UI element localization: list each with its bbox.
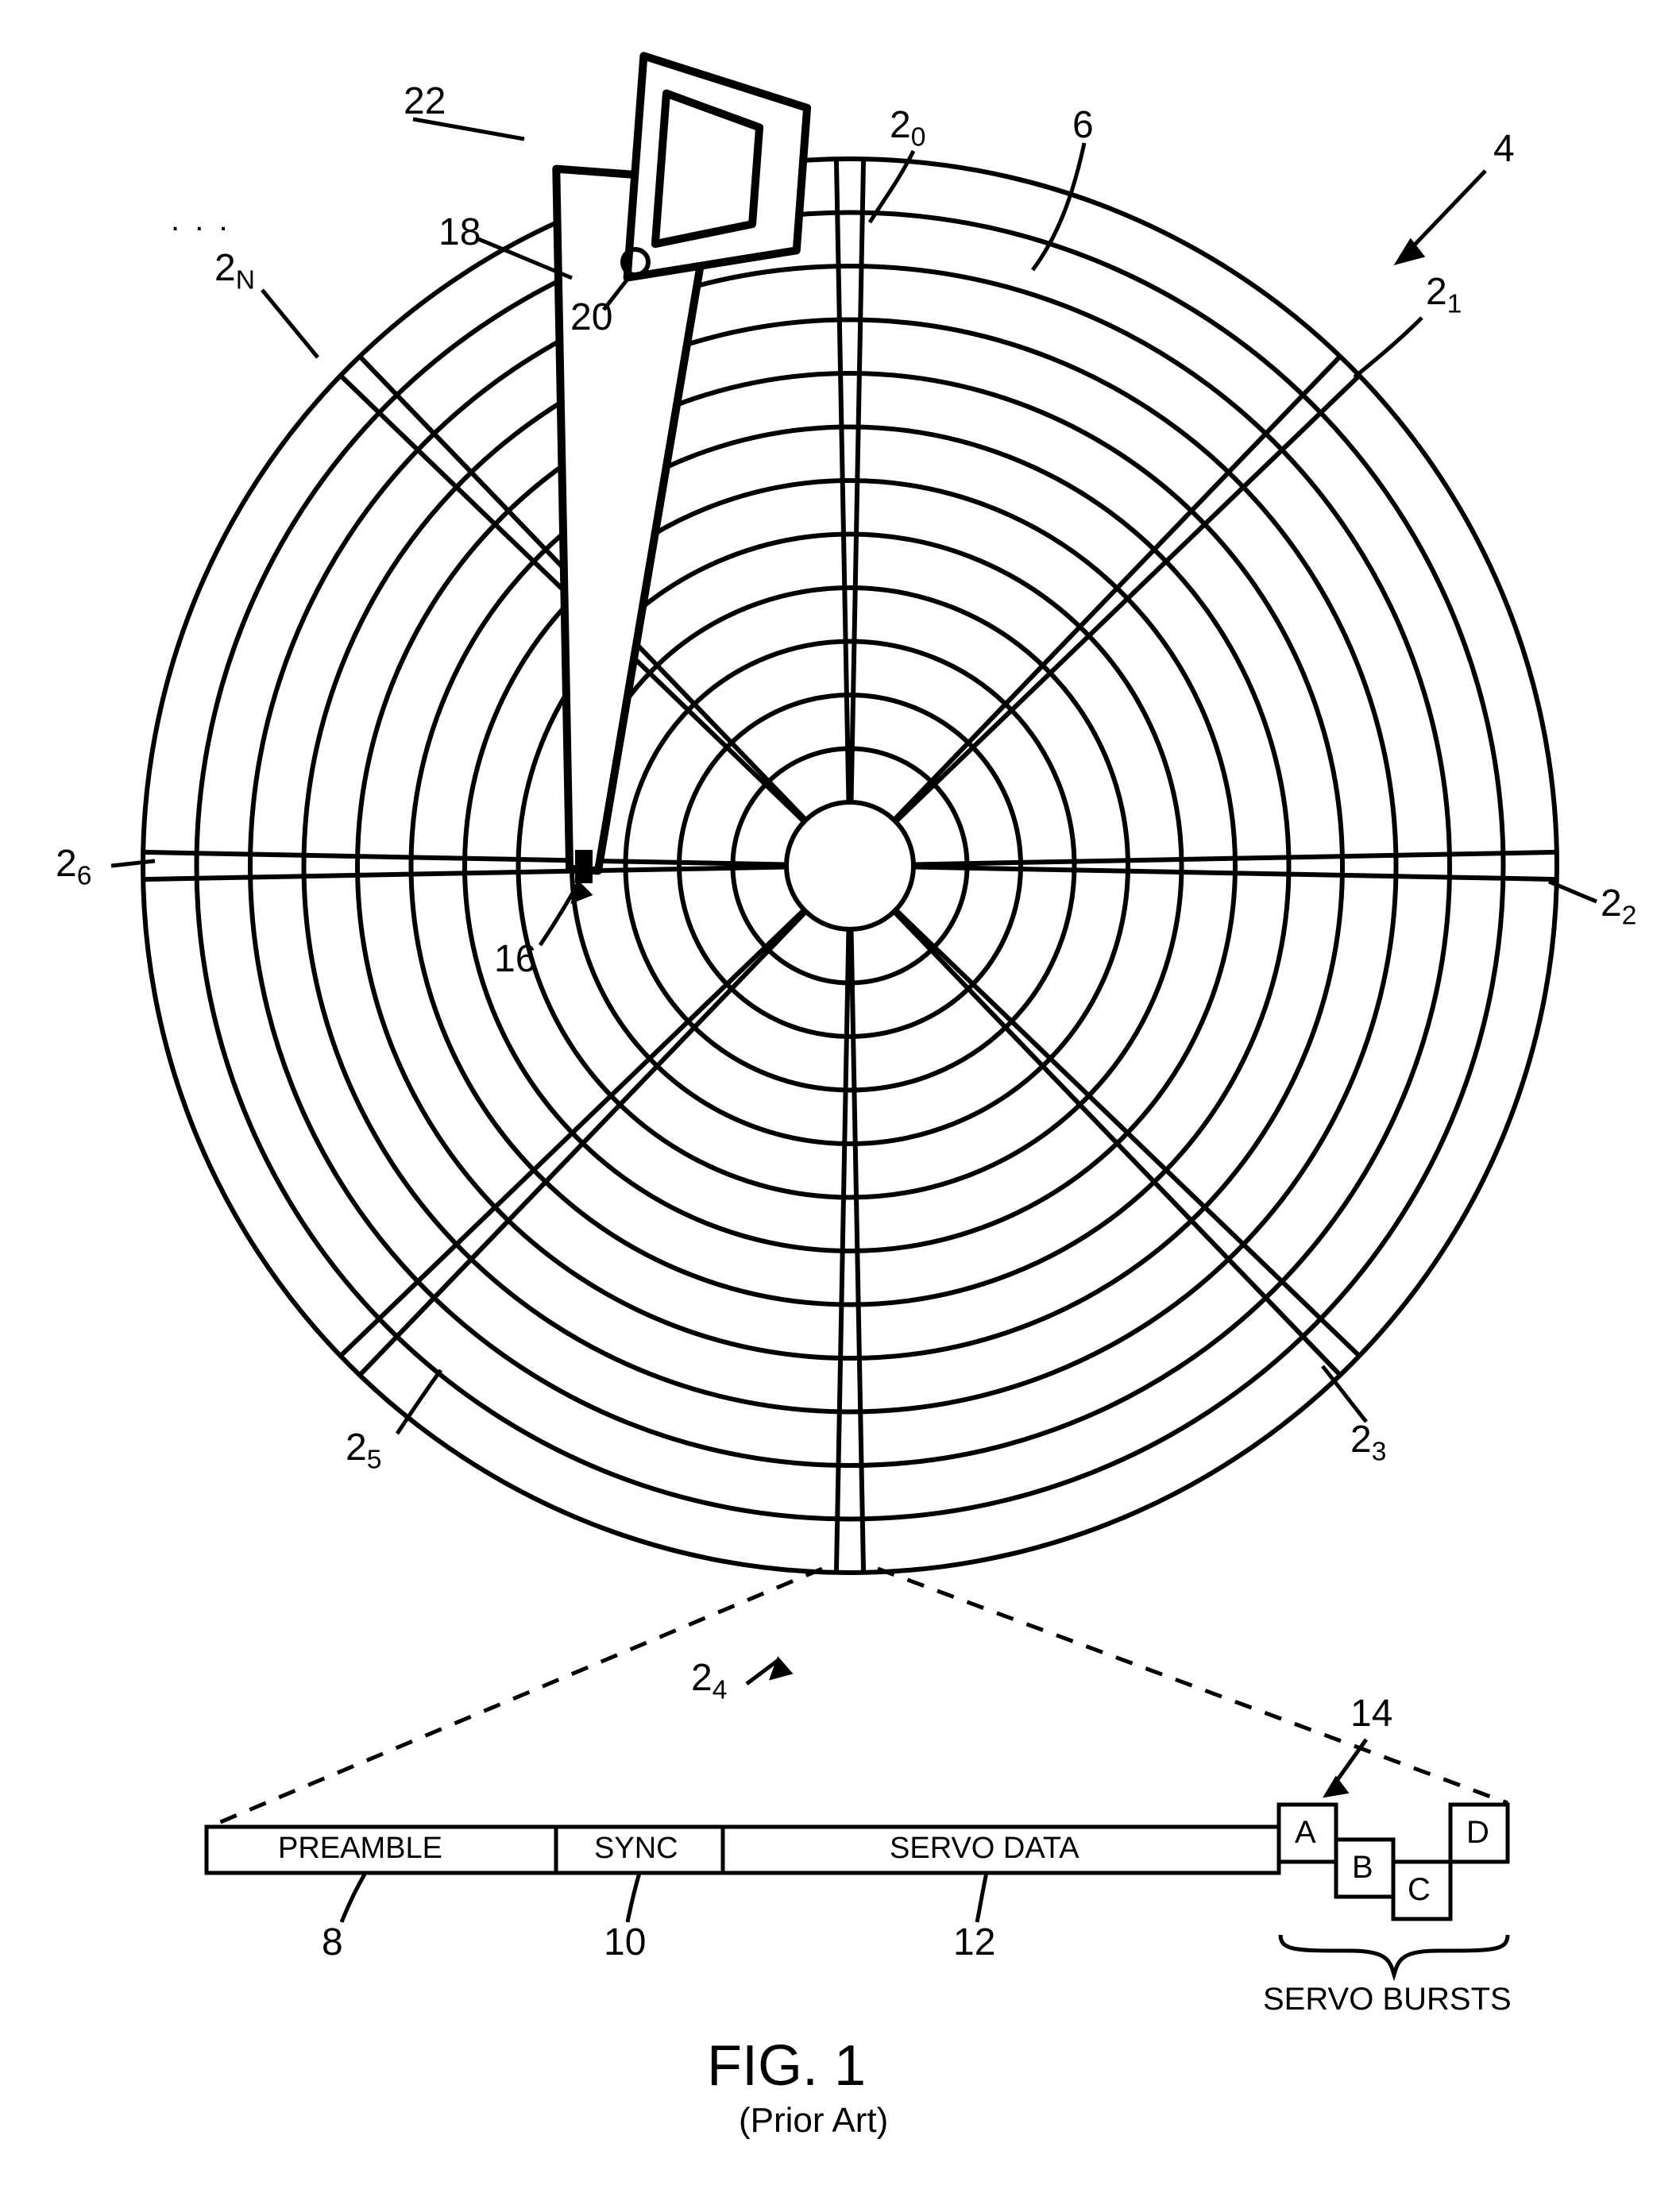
label-6: 6 (1072, 103, 1094, 147)
label-servo-data: SERVO DATA (890, 1832, 1079, 1866)
label-2-3: 23 (1350, 1418, 1386, 1468)
label-servo-bursts: SERVO BURSTS (1263, 1982, 1512, 2017)
diagram-svg (0, 0, 1680, 2193)
label-sync: SYNC (594, 1832, 678, 1866)
label-20: 20 (570, 295, 612, 339)
label-burst-d: D (1466, 1815, 1489, 1851)
label-preamble: PREAMBLE (278, 1832, 442, 1866)
projection-lines (213, 1569, 1508, 1825)
figure-page: { "figure": { "title": "FIG. 1", "subtit… (0, 0, 1680, 2193)
label-2-1: 21 (1426, 270, 1462, 320)
label-2-2: 22 (1601, 882, 1636, 932)
label-12: 12 (953, 1921, 995, 1964)
label-10: 10 (604, 1921, 646, 1964)
label-2-6: 26 (56, 842, 91, 892)
label-18: 18 (438, 210, 481, 254)
label-2-0: 20 (890, 103, 925, 153)
label-2-4: 24 (691, 1656, 727, 1706)
label-dots: . . . (171, 203, 231, 238)
label-burst-b: B (1352, 1850, 1373, 1886)
figure-title: FIG. 1 (707, 2033, 866, 2098)
label-2-5: 25 (346, 1426, 381, 1476)
label-burst-a: A (1295, 1815, 1316, 1851)
label-8: 8 (322, 1921, 343, 1964)
label-4: 4 (1493, 127, 1515, 171)
label-2-n: 2N (214, 246, 255, 296)
label-16: 16 (494, 937, 536, 981)
figure-subtitle: (Prior Art) (739, 2101, 888, 2141)
bursts-brace (1280, 1935, 1508, 1975)
read-write-head (575, 850, 593, 883)
actuator-arm (556, 56, 810, 871)
label-burst-c: C (1408, 1872, 1431, 1908)
disk (143, 159, 1557, 1573)
label-22: 22 (404, 79, 446, 123)
label-14: 14 (1350, 1692, 1392, 1735)
